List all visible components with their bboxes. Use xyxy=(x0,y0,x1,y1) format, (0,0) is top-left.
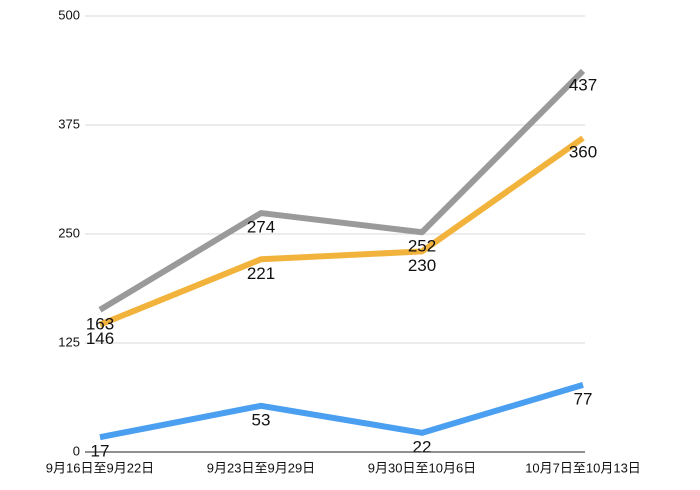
data-label: 163 xyxy=(86,314,114,333)
y-tick-label: 125 xyxy=(58,334,80,349)
y-tick-label: 0 xyxy=(73,443,80,458)
series-line xyxy=(98,135,585,328)
y-tick-label: 500 xyxy=(58,7,80,22)
y-tick-label: 375 xyxy=(58,116,80,131)
x-tick-label: 9月30日至10月6日 xyxy=(368,460,476,475)
data-label: 146 xyxy=(86,329,114,348)
data-label: 360 xyxy=(569,143,597,162)
x-tick-label: 9月16日至9月22日 xyxy=(46,460,154,475)
data-label: 274 xyxy=(247,218,275,237)
data-label: 221 xyxy=(247,264,275,283)
data-label: 77 xyxy=(574,389,593,408)
x-tick-label: 9月23日至9月29日 xyxy=(207,460,315,475)
data-label: 53 xyxy=(252,410,271,429)
data-label: 230 xyxy=(408,256,436,275)
data-label: 22 xyxy=(413,437,432,456)
x-tick-label: 10月7日至10月13日 xyxy=(525,460,641,475)
data-label: 252 xyxy=(408,237,436,256)
series-line xyxy=(98,68,586,313)
series-line xyxy=(99,381,584,441)
y-tick-label: 250 xyxy=(58,225,80,240)
data-label: 17 xyxy=(91,442,110,461)
data-label: 437 xyxy=(569,75,597,94)
